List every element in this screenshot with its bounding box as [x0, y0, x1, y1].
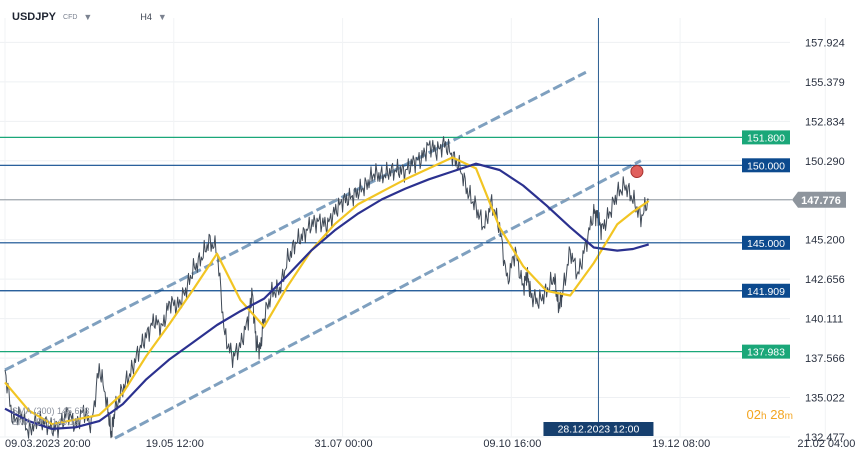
level-badge	[742, 283, 790, 298]
current-price-badge	[792, 191, 846, 208]
y-tick-label: 157.924	[805, 37, 845, 49]
candle-countdown: 02h 28m	[747, 407, 793, 422]
x-tick-label: 31.07 00:00	[315, 438, 373, 450]
sma-200-line	[4, 162, 650, 430]
timer-minutes-unit: m	[784, 411, 793, 422]
x-tick-label: 19.05 12:00	[146, 438, 204, 450]
current-price-label: 147.776	[801, 195, 841, 207]
chart-header: USDJPY CFD ▼ H4 ▼	[0, 0, 312, 34]
horizontal-levels: 151.800 150.000 145.000 141.909 137.983	[0, 130, 792, 359]
y-tick-label: 132.477	[805, 432, 845, 444]
axes: 157.924155.379152.834150.290147.745145.2…	[5, 37, 855, 450]
timeframe-label[interactable]: H4	[140, 12, 152, 22]
x-tick-label: 19.12 08:00	[652, 438, 710, 450]
x-tick-label: 09.03.2023 20:00	[5, 438, 91, 450]
level-label: 150.000	[747, 160, 785, 172]
indicator-legend: SMA (200) 145.673 SMA (50) 145.19	[12, 406, 90, 428]
legend-sma-fast: SMA (50) 145.19	[12, 417, 80, 427]
level-badge	[742, 235, 790, 250]
level-badge	[742, 344, 790, 359]
y-tick-label: 140.111	[805, 314, 843, 326]
symbol-dropdown-icon[interactable]: ▼	[83, 12, 93, 22]
crosshair-label: 28.12.2023 12:00	[558, 424, 640, 436]
level-badge	[742, 130, 790, 145]
x-tick-label: 21.02 04:00	[797, 438, 855, 450]
y-tick-label: 152.834	[805, 116, 845, 128]
y-tick-label: 145.200	[805, 235, 845, 247]
alert-marker	[630, 165, 644, 179]
y-tick-label: 137.566	[805, 353, 845, 365]
timer-hours: 02	[746, 407, 761, 422]
y-tick-label: 150.290	[805, 156, 845, 168]
sma-50-line	[4, 156, 650, 426]
symbol-name[interactable]: USDJPY	[12, 11, 57, 23]
grid	[0, 18, 826, 438]
level-label: 141.909	[747, 286, 785, 298]
y-tick-label: 142.656	[805, 274, 845, 286]
timeframe-dropdown-icon[interactable]: ▼	[157, 12, 167, 22]
level-label: 137.983	[747, 347, 785, 359]
crosshair-badge	[543, 422, 654, 436]
channel-lower-line	[114, 159, 642, 440]
price-line	[4, 136, 649, 439]
y-tick-label: 155.379	[805, 77, 845, 89]
crosshair: 28.12.2023 12:00	[543, 18, 654, 436]
timer-minutes: 28	[770, 407, 785, 422]
trend-channel	[4, 70, 642, 440]
level-badge	[742, 158, 790, 173]
series-lines	[4, 136, 650, 439]
x-tick-label: 09.10 16:00	[483, 438, 541, 450]
channel-upper-line	[4, 70, 587, 372]
level-label: 151.800	[747, 132, 785, 144]
symbol-type: CFD	[63, 13, 78, 21]
legend-sma-slow: SMA (200) 145.673	[12, 406, 90, 416]
timer-hours-unit: h	[761, 411, 767, 422]
y-tick-label: 135.022	[805, 393, 845, 405]
level-label: 145.000	[747, 238, 785, 250]
